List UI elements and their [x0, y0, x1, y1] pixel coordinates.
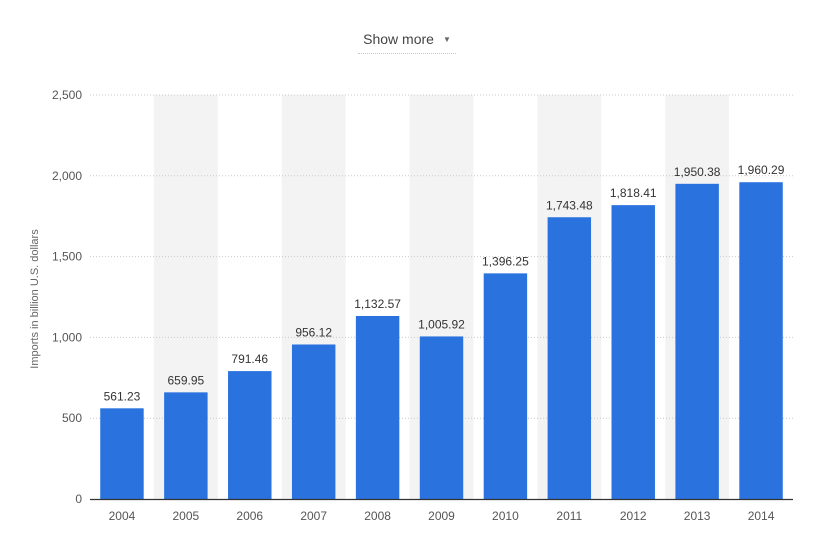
data-label: 1,818.41 [610, 186, 657, 200]
y-axis-title: Imports in billion U.S. dollars [29, 229, 41, 369]
show-more-label: Show more [363, 30, 434, 47]
data-label: 791.46 [231, 352, 268, 366]
bar-2014[interactable] [739, 182, 783, 499]
bar-2004[interactable] [100, 408, 144, 499]
y-tick-label: 2,500 [52, 88, 82, 102]
data-label: 561.23 [104, 389, 141, 403]
x-axis-ticks: 2004 2005 2006 2007 2008 2009 2010 2011 2012 2013… [109, 509, 775, 523]
bar-2009[interactable] [419, 336, 464, 499]
show-more-button[interactable]: Show more ▼ [358, 24, 456, 54]
bar-2011[interactable] [547, 217, 592, 499]
data-label: 659.95 [168, 373, 205, 387]
bar-2006[interactable] [228, 371, 272, 499]
bar-2008[interactable] [355, 315, 400, 499]
data-label: 956.12 [295, 325, 332, 339]
y-tick-label: 2,000 [52, 169, 82, 183]
x-tick-label: 2010 [492, 509, 519, 523]
x-tick-label: 2008 [364, 509, 391, 523]
bar-2010[interactable] [483, 273, 528, 499]
data-labels: 561.23 659.95 791.46 956.12 1,132.57 1,005.92… [104, 163, 785, 403]
bar-2012[interactable] [611, 205, 655, 499]
data-label: 1,960.29 [738, 163, 785, 177]
y-tick-label: 1,500 [52, 250, 82, 264]
x-tick-label: 2007 [300, 509, 327, 523]
y-tick-label: 0 [75, 492, 82, 506]
y-tick-label: 500 [62, 411, 82, 425]
x-tick-label: 2011 [556, 509, 582, 523]
x-tick-label: 2005 [173, 509, 200, 523]
bar-2007[interactable] [291, 344, 336, 499]
data-label: 1,132.57 [354, 297, 401, 311]
x-tick-label: 2014 [748, 509, 775, 523]
data-label: 1,005.92 [418, 317, 465, 331]
y-axis-ticks: 0 500 1,000 1,500 2,000 2,500 [52, 88, 82, 506]
x-tick-label: 2012 [620, 509, 647, 523]
bars [100, 182, 783, 499]
x-tick-label: 2009 [428, 509, 455, 523]
x-tick-label: 2004 [109, 509, 136, 523]
caret-down-icon: ▼ [442, 35, 451, 44]
bar-2005[interactable] [164, 392, 208, 499]
data-label: 1,743.48 [546, 198, 593, 212]
data-label: 1,950.38 [674, 165, 721, 179]
x-tick-label: 2013 [684, 509, 711, 523]
x-tick-label: 2006 [236, 509, 263, 523]
data-label: 1,396.25 [482, 254, 529, 268]
y-tick-label: 1,000 [52, 330, 82, 344]
bar-2013[interactable] [675, 183, 719, 499]
